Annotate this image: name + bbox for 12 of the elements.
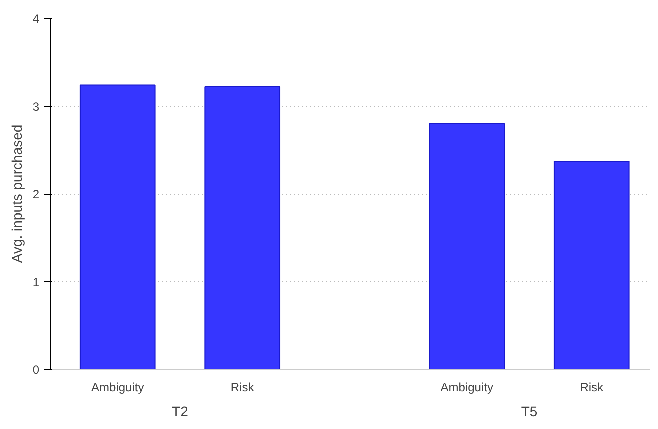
x-tick-label: Ambiguity	[440, 380, 494, 394]
x-tick-label: Risk	[230, 380, 256, 394]
y-tick-label: 2	[32, 188, 40, 202]
y-tick-label: 0	[32, 363, 40, 377]
y-tick-label: 1	[32, 275, 40, 290]
y-axis-title: Avg. inputs purchased	[8, 124, 25, 264]
text: T2	[172, 404, 189, 420]
y-tick-label: 3	[32, 100, 40, 114]
y-tick-label: 4	[32, 12, 40, 26]
text: T5	[521, 404, 538, 420]
x-tick-label: Ambiguity	[92, 380, 144, 394]
x-tick-label: Risk	[580, 380, 605, 394]
